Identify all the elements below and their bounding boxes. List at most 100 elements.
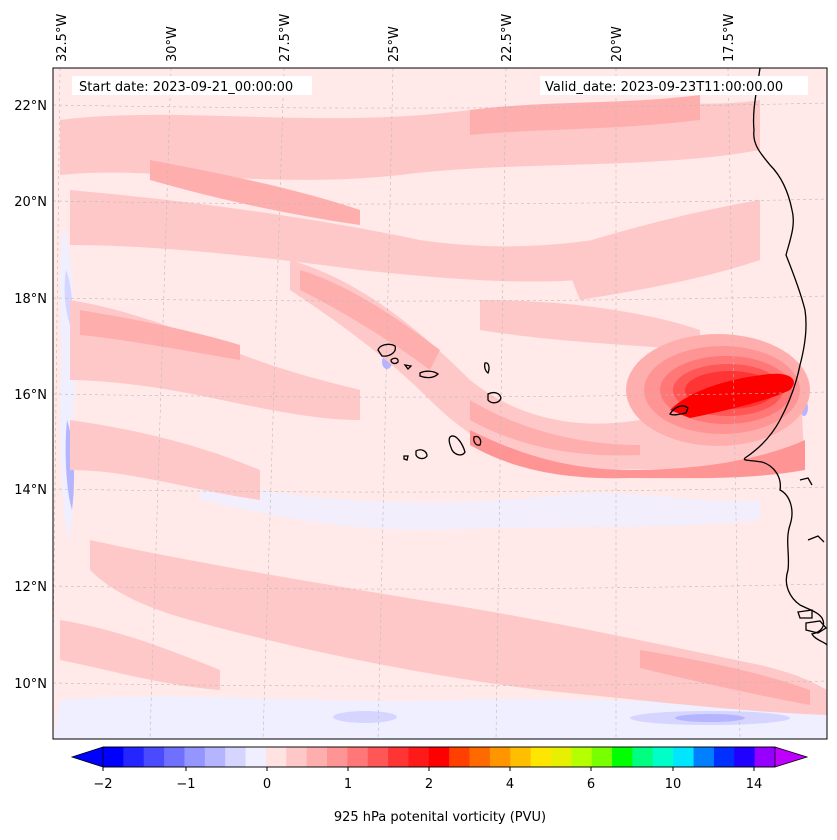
parallel-16n bbox=[53, 391, 827, 398]
island-sao-nicolau bbox=[419, 370, 439, 379]
island-maio bbox=[473, 435, 482, 446]
colorbar-segment bbox=[713, 747, 735, 767]
lat-label-22n: 22°N bbox=[14, 99, 47, 114]
lat-label-20n: 20°N bbox=[14, 195, 47, 210]
coastline-river-1 bbox=[799, 477, 813, 486]
colorbar-segment bbox=[327, 747, 348, 767]
colorbar-segment bbox=[571, 747, 593, 767]
colorbar-segment bbox=[469, 747, 491, 767]
coastline-island-east-2 bbox=[805, 620, 827, 634]
colorbar-segment bbox=[164, 747, 185, 767]
island-brava bbox=[403, 455, 409, 461]
med-streak-1 bbox=[150, 160, 360, 225]
island-sal bbox=[483, 362, 490, 374]
cb-label-neg2: −2 bbox=[93, 777, 112, 792]
colorbar-segment bbox=[245, 747, 267, 767]
colorbar-segment bbox=[306, 747, 328, 767]
gridlines bbox=[53, 68, 827, 739]
colorbar-tick-labels: −2 −1 0 1 2 4 6 10 14 bbox=[93, 777, 762, 792]
island-santiago bbox=[448, 435, 466, 456]
colorbar-title: 925 hPa potenital vorticity (PVU) bbox=[334, 810, 546, 825]
central-blue-band bbox=[200, 480, 760, 531]
colorbar-segment bbox=[510, 747, 532, 767]
streak-southwest bbox=[60, 620, 220, 690]
colorbar-segment bbox=[693, 747, 715, 767]
streak-n2 bbox=[70, 190, 650, 282]
colorbar-segment bbox=[652, 747, 674, 767]
cb-label-6: 6 bbox=[587, 777, 595, 792]
colorbar-segment bbox=[632, 747, 654, 767]
island-sao-vicente bbox=[390, 357, 399, 365]
med-streak-4 bbox=[470, 400, 640, 456]
med-streak-2 bbox=[300, 270, 440, 370]
vortex-band-outer bbox=[470, 430, 805, 479]
colorbar-segment bbox=[103, 747, 124, 767]
valid-date-box bbox=[540, 76, 808, 95]
colorbar-segment bbox=[754, 747, 776, 767]
lon-label-32-5w: 32.5°W bbox=[55, 14, 70, 62]
colorbar-segment bbox=[408, 747, 430, 767]
lon-label-22-5w: 22.5°W bbox=[500, 14, 515, 62]
colorbar-segments bbox=[103, 747, 776, 767]
colorbar-segment bbox=[123, 747, 145, 767]
colorbar-ticks bbox=[102, 767, 755, 771]
start-date-box bbox=[72, 76, 312, 95]
colorbar-segment bbox=[673, 747, 694, 767]
island-santa-luzia bbox=[403, 364, 413, 370]
lon-label-20w: 20°W bbox=[610, 26, 625, 62]
streak-south bbox=[90, 540, 827, 715]
island-fogo bbox=[415, 449, 428, 460]
parallel-20n bbox=[53, 198, 827, 205]
cb-label-10: 10 bbox=[665, 777, 682, 792]
colorbar-segment bbox=[184, 747, 206, 767]
blue-blob-south-3 bbox=[675, 714, 745, 722]
lon-label-25w: 25°W bbox=[387, 26, 402, 62]
coastline-island-east bbox=[797, 609, 813, 619]
colorbar-segment bbox=[143, 747, 165, 767]
lon-label-27-5w: 27.5°W bbox=[278, 14, 293, 62]
colorbar-segment bbox=[591, 747, 613, 767]
cb-label-1: 1 bbox=[344, 777, 352, 792]
lon-label-17-5w: 17.5°W bbox=[722, 14, 737, 62]
colorbar-segment bbox=[367, 747, 389, 767]
map-frame bbox=[52, 67, 828, 740]
meridian-27-5w bbox=[262, 68, 285, 739]
vortex-band bbox=[470, 334, 810, 479]
africa-coastline bbox=[743, 68, 827, 646]
colorbar: −2 −1 0 1 2 4 6 10 14 925 hPa potenital … bbox=[70, 746, 809, 825]
vortex-core bbox=[670, 373, 794, 418]
med-streak-5 bbox=[470, 95, 700, 135]
island-santo-antao bbox=[377, 343, 396, 357]
colorbar-segment bbox=[225, 747, 246, 767]
map-panel: Start date: 2023-09-21_00:00:00 Valid_da… bbox=[53, 68, 827, 739]
parallel-14n bbox=[53, 486, 827, 493]
med-streak-3 bbox=[80, 310, 240, 360]
colorbar-segment bbox=[734, 747, 756, 767]
start-date-label: Start date: 2023-09-21_00:00:00 bbox=[79, 80, 293, 95]
parallel-12n bbox=[53, 583, 827, 590]
colorbar-segment bbox=[612, 747, 633, 767]
streak-east-upper bbox=[560, 200, 760, 300]
colorbar-under-triangle bbox=[72, 747, 103, 767]
colorbar-segment bbox=[347, 747, 369, 767]
lat-label-12n: 12°N bbox=[14, 580, 47, 595]
colorbar-segment bbox=[489, 747, 511, 767]
cb-label-0: 0 bbox=[263, 777, 271, 792]
island-boa-vista bbox=[487, 391, 502, 404]
cb-label-neg1: −1 bbox=[176, 777, 195, 792]
lat-label-14n: 14°N bbox=[14, 483, 47, 498]
parallel-22n bbox=[53, 102, 827, 109]
cb-label-2: 2 bbox=[425, 777, 433, 792]
western-blue-core bbox=[65, 420, 75, 510]
colorbar-segment bbox=[204, 747, 226, 767]
cb-label-4: 4 bbox=[506, 777, 514, 792]
dakar-peninsula bbox=[669, 405, 689, 416]
coastline-river-2 bbox=[807, 535, 825, 543]
meridian-25w bbox=[377, 68, 394, 739]
pv-streaks-medium bbox=[80, 95, 810, 705]
lat-label-18n: 18°N bbox=[14, 292, 47, 307]
southern-blue-band bbox=[53, 696, 827, 739]
lon-label-30w: 30°W bbox=[165, 26, 180, 62]
blue-blob-south-1 bbox=[333, 711, 397, 723]
